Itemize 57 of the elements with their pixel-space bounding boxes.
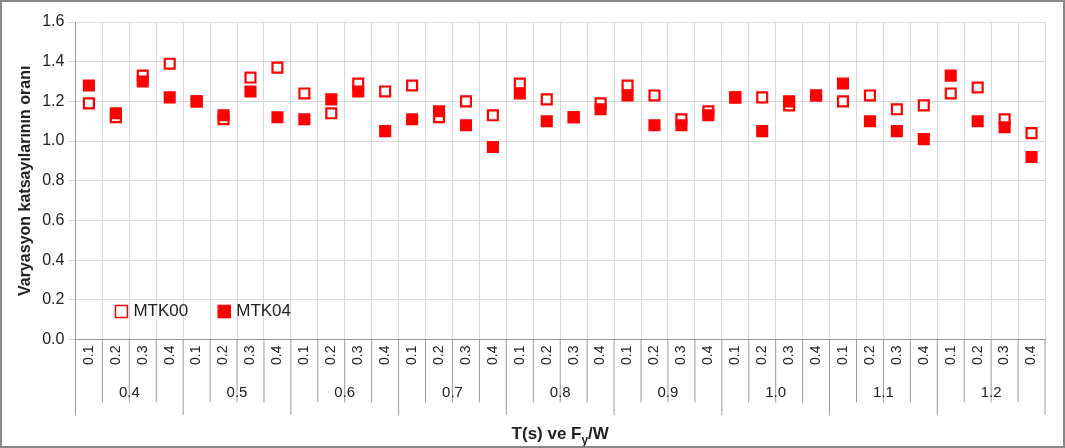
text: 0.9 [657,383,679,401]
x-tick-label: 0.4 [1022,345,1039,366]
x-tick-label: 0.3 [349,345,366,366]
x-tick-label: 0.2 [322,345,339,366]
x-tick-label: 0.3 [995,345,1012,366]
x-tick-label: 0.3 [672,345,689,366]
text: 0.5 [226,383,248,401]
x-tick-label: 0.3 [887,345,904,366]
x-tick-label: 0.1 [79,345,96,366]
x-tick-label: 0.3 [241,345,258,366]
y-tick-label: 0.4 [42,250,65,268]
y-tick-label: 0.8 [42,171,65,189]
x-tick-label: 0.2 [860,345,877,366]
x-tick-label: 0.4 [591,345,608,366]
x-tick-label: 0.2 [429,345,446,366]
text: 1.1 [872,383,894,401]
x-tick-label: 0.1 [187,345,204,366]
x-tick-label: 0.3 [564,345,581,366]
y-tick-label: 0.0 [42,329,65,347]
x-tick-label: 0.1 [402,345,419,366]
y-tick-label: 0.6 [42,210,65,228]
x-tick-label: 0.4 [268,345,285,366]
text: 0.7 [442,383,463,401]
x-tick-label: 0.1 [726,345,743,366]
x-tick-label: 0.4 [806,345,823,366]
y-tick-label: 1.6 [42,12,65,30]
y-tick-label: 0.2 [42,290,65,308]
x-tick-label: 0.4 [376,345,393,366]
x-tick-label: 0.2 [753,345,770,366]
text: 1.0 [765,383,787,401]
x-tick-label: 0.2 [645,345,662,366]
x-tick-label: 0.2 [537,345,554,366]
legend-label: MTK00 [133,301,189,321]
text: 0.8 [549,383,571,401]
y-tick-label: 1.4 [42,52,65,70]
x-tick-label: 0.2 [106,345,123,366]
legend-label: MTK04 [236,301,292,321]
text: 1.2 [980,383,1002,401]
x-tick-label: 0.1 [510,345,527,366]
x-tick-label: 0.3 [780,345,796,366]
x-tick-label: 0.1 [833,345,850,366]
x-tick-label: 0.2 [968,345,985,366]
x-tick-label: 0.1 [618,345,635,366]
x-tick-label: 0.4 [483,345,500,366]
x-tick-label: 0.3 [133,345,150,366]
y-tick-label: 1.2 [42,91,65,109]
text: 0.6 [334,383,356,401]
x-tick-label: 0.3 [456,345,473,366]
x-tick-label: 0.1 [295,345,312,366]
x-tick-label: 0.4 [699,345,716,366]
x-tick-label: 0.4 [160,345,177,366]
x-tick-label: 0.4 [914,345,931,366]
x-tick-label: 0.1 [941,345,958,366]
y-tick-label: 1.0 [42,131,65,149]
x-tick-label: 0.2 [214,345,231,366]
y-axis-title: Varyasyon katsayılarının oranı [16,65,34,296]
text: 0.4 [118,383,140,401]
